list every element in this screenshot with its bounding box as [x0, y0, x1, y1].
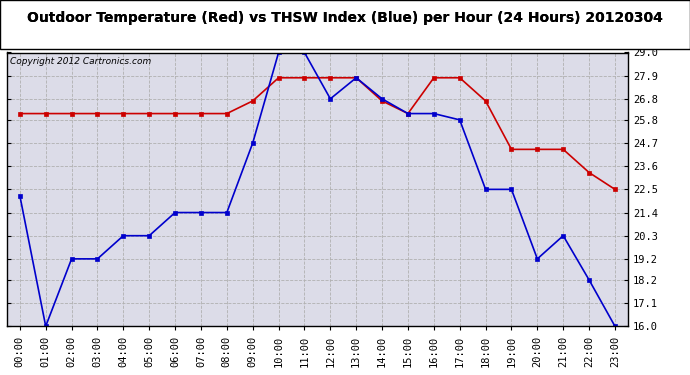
Text: Outdoor Temperature (Red) vs THSW Index (Blue) per Hour (24 Hours) 20120304: Outdoor Temperature (Red) vs THSW Index … — [27, 11, 663, 25]
Text: Outdoor Temperature (Red) vs THSW Index (Blue) per Hour (24 Hours) 20120304: Outdoor Temperature (Red) vs THSW Index … — [27, 11, 663, 25]
Text: Copyright 2012 Cartronics.com: Copyright 2012 Cartronics.com — [10, 57, 151, 66]
